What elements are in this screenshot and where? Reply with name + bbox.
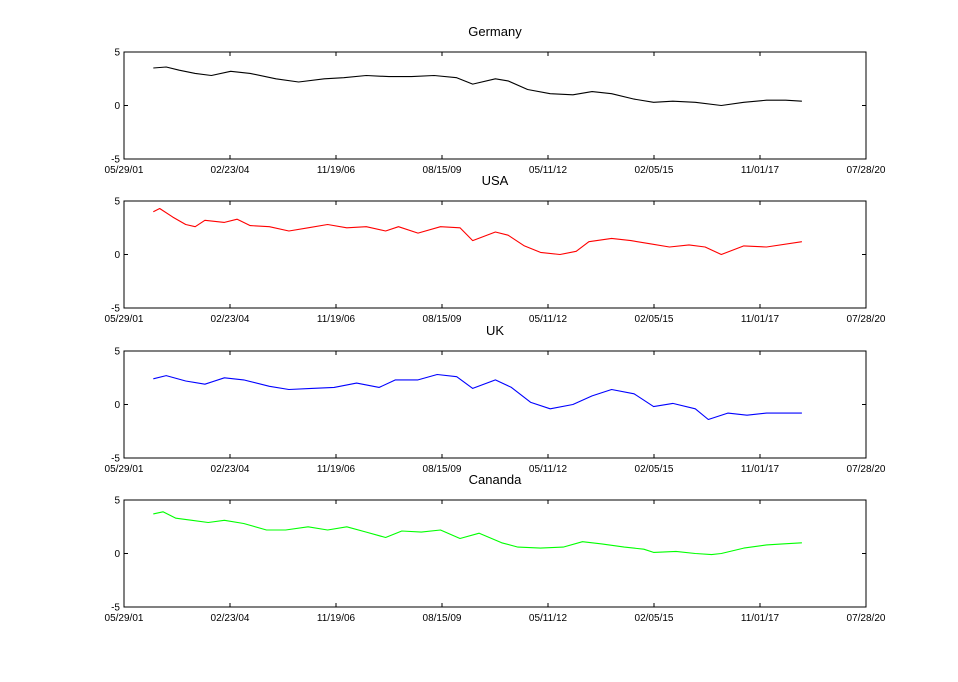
- y-tick-label: -5: [111, 454, 120, 465]
- x-tick-label: 05/29/01: [105, 464, 144, 475]
- x-tick-label: 02/23/04: [211, 464, 250, 475]
- x-tick-label: 05/11/12: [529, 464, 568, 475]
- subplot-3: Cananda 05/29/01 02/23/04 11/19/06 08/15/09 0…: [105, 472, 886, 624]
- x-tick-label: 11/01/17: [741, 464, 780, 475]
- y-tick-label: 5: [114, 347, 120, 358]
- axes-box: [123, 499, 867, 608]
- axes-box: [123, 51, 867, 160]
- x-tick-label: 02/23/04: [211, 314, 250, 325]
- x-tick-label: 02/23/04: [211, 165, 250, 176]
- chart-title: UK: [486, 323, 504, 338]
- chart-title: Germany: [468, 24, 522, 39]
- y-tick-label: 5: [114, 197, 120, 208]
- chart-title: Cananda: [469, 472, 523, 487]
- series-line-0: [153, 66, 802, 107]
- x-tick-label: 08/15/09: [423, 165, 462, 176]
- subplot-2: UK 05/29/01 02/23/04 11/19/06 08/15/09 05/11/…: [105, 323, 886, 475]
- y-tick-label: -5: [111, 603, 120, 614]
- x-tick-label: 02/05/15: [635, 314, 674, 325]
- x-tick-label: 11/19/06: [317, 464, 356, 475]
- x-tick-label: 08/15/09: [423, 314, 462, 325]
- chart-title: USA: [482, 173, 509, 188]
- y-tick-label: 0: [114, 400, 120, 411]
- x-tick-label: 07/28/20: [847, 613, 886, 624]
- y-tick-label: 5: [114, 496, 120, 507]
- y-tick-label: 0: [114, 101, 120, 112]
- x-tick-label: 05/11/12: [529, 314, 568, 325]
- x-tick-label: 05/11/12: [529, 165, 568, 176]
- x-tick-label: 02/05/15: [635, 165, 674, 176]
- y-tick-label: 0: [114, 250, 120, 261]
- x-tick-label: 02/23/04: [211, 613, 250, 624]
- x-tick-label: 11/01/17: [741, 165, 780, 176]
- x-tick-label: 08/15/09: [423, 613, 462, 624]
- x-tick-label: 11/19/06: [317, 613, 356, 624]
- x-tick-label: 08/15/09: [423, 464, 462, 475]
- x-tick-label: 05/29/01: [105, 165, 144, 176]
- x-tick-label: 11/19/06: [317, 165, 356, 176]
- x-tick-label: 07/28/20: [847, 464, 886, 475]
- y-tick-label: 5: [114, 48, 120, 59]
- subplot-1: USA 05/29/01 02/23/04 11/19/06 08/15/09 05/11…: [105, 173, 886, 325]
- x-tick-label: 05/29/01: [105, 314, 144, 325]
- axes-box: [123, 350, 867, 459]
- x-tick-label: 05/11/12: [529, 613, 568, 624]
- x-tick-label: 02/05/15: [635, 613, 674, 624]
- series-line-0: [153, 207, 802, 256]
- x-tick-label: 11/01/17: [741, 613, 780, 624]
- x-tick-label: 07/28/20: [847, 314, 886, 325]
- y-tick-label: 0: [114, 549, 120, 560]
- x-tick-label: 05/29/01: [105, 613, 144, 624]
- x-tick-label: 11/01/17: [741, 314, 780, 325]
- y-tick-label: -5: [111, 304, 120, 315]
- series-line-0: [153, 511, 802, 556]
- y-tick-label: -5: [111, 155, 120, 166]
- series-line-0: [153, 373, 802, 421]
- x-tick-label: 02/05/15: [635, 464, 674, 475]
- x-tick-label: 11/19/06: [317, 314, 356, 325]
- x-tick-label: 07/28/20: [847, 165, 886, 176]
- subplot-0: Germany 05/29/01 02/23/04 11/19/06 08/15/09 0…: [105, 24, 886, 176]
- axes-box: [123, 200, 867, 309]
